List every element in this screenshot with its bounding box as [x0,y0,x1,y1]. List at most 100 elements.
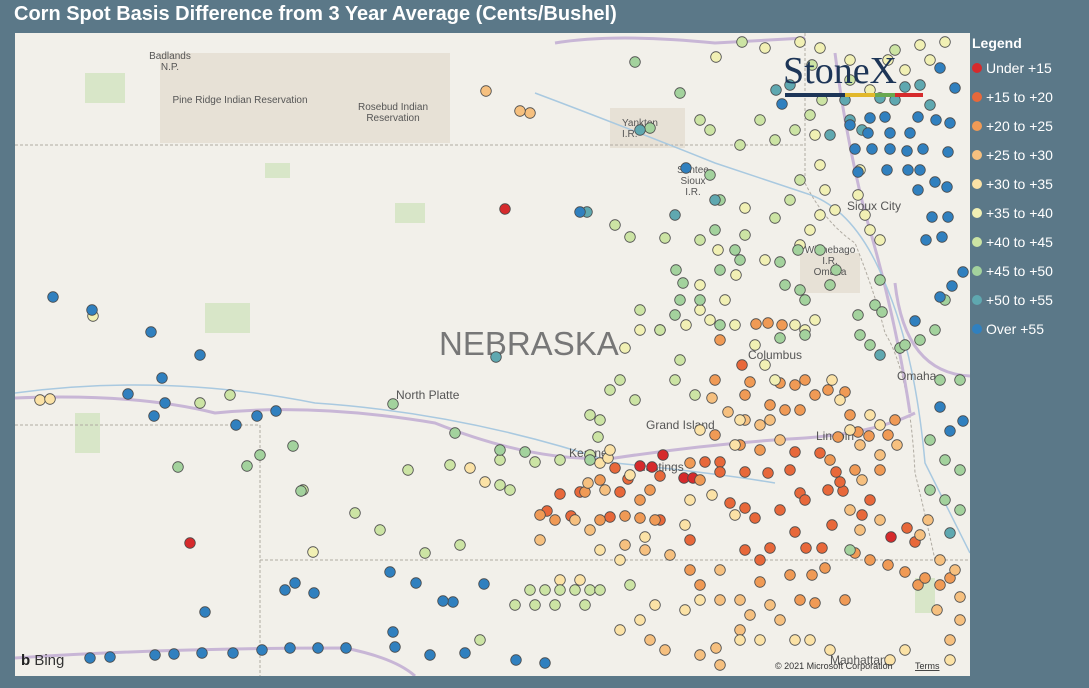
location-point[interactable] [754,444,766,456]
location-point[interactable] [914,529,926,541]
location-point[interactable] [714,564,726,576]
location-point[interactable] [389,641,401,653]
location-point[interactable] [864,494,876,506]
location-point[interactable] [419,547,431,559]
location-point[interactable] [764,599,776,611]
location-point[interactable] [770,84,782,96]
location-point[interactable] [308,587,320,599]
location-point[interactable] [774,434,786,446]
location-point[interactable] [714,319,726,331]
location-point[interactable] [549,599,561,611]
location-point[interactable] [594,474,606,486]
location-point[interactable] [884,127,896,139]
location-point[interactable] [769,212,781,224]
location-point[interactable] [739,502,751,514]
location-point[interactable] [874,349,886,361]
location-point[interactable] [874,464,886,476]
location-point[interactable] [749,339,761,351]
location-point[interactable] [859,209,871,221]
location-point[interactable] [779,404,791,416]
legend-item[interactable]: +20 to +25 [972,111,1053,140]
location-point[interactable] [799,329,811,341]
location-point[interactable] [874,419,886,431]
location-point[interactable] [764,414,776,426]
location-point[interactable] [882,54,894,66]
location-point[interactable] [784,79,796,91]
location-point[interactable] [689,389,701,401]
location-point[interactable] [944,425,956,437]
location-point[interactable] [307,546,319,558]
location-point[interactable] [719,294,731,306]
location-point[interactable] [710,642,722,654]
location-point[interactable] [584,584,596,596]
location-point[interactable] [794,174,806,186]
location-point[interactable] [624,579,636,591]
location-point[interactable] [909,315,921,327]
location-point[interactable] [712,244,724,256]
legend-item[interactable]: Over +55 [972,314,1053,343]
location-point[interactable] [954,504,966,516]
location-point[interactable] [574,206,586,218]
location-point[interactable] [819,184,831,196]
location-point[interactable] [854,329,866,341]
location-point[interactable] [826,519,838,531]
location-point[interactable] [604,444,616,456]
location-point[interactable] [754,419,766,431]
location-point[interactable] [774,614,786,626]
location-point[interactable] [924,434,936,446]
location-point[interactable] [569,584,581,596]
location-point[interactable] [901,145,913,157]
location-point[interactable] [619,510,631,522]
location-point[interactable] [806,59,818,71]
location-point[interactable] [774,256,786,268]
location-point[interactable] [804,634,816,646]
location-point[interactable] [852,309,864,321]
location-point[interactable] [592,431,604,443]
location-point[interactable] [824,279,836,291]
location-point[interactable] [729,509,741,521]
location-point[interactable] [604,384,616,396]
location-point[interactable] [954,614,966,626]
location-point[interactable] [714,456,726,468]
location-point[interactable] [619,342,631,354]
location-point[interactable] [384,566,396,578]
location-point[interactable] [784,194,796,206]
location-point[interactable] [734,594,746,606]
location-point[interactable] [224,389,236,401]
location-point[interactable] [524,107,536,119]
location-point[interactable] [914,79,926,91]
location-point[interactable] [295,485,307,497]
location-point[interactable] [634,494,646,506]
location-point[interactable] [387,626,399,638]
location-point[interactable] [230,419,242,431]
location-point[interactable] [644,484,656,496]
location-point[interactable] [480,85,492,97]
location-point[interactable] [774,332,786,344]
location-point[interactable] [644,122,656,134]
location-point[interactable] [924,484,936,496]
legend-item[interactable]: Under +15 [972,53,1053,82]
location-point[interactable] [122,388,134,400]
location-point[interactable] [594,514,606,526]
location-point[interactable] [694,649,706,661]
location-point[interactable] [614,486,626,498]
location-point[interactable] [279,584,291,596]
location-point[interactable] [901,522,913,534]
location-point[interactable] [490,351,502,363]
location-point[interactable] [729,439,741,451]
location-point[interactable] [284,642,296,654]
location-point[interactable] [504,484,516,496]
location-point[interactable] [809,129,821,141]
location-point[interactable] [196,647,208,659]
location-point[interactable] [874,234,886,246]
location-point[interactable] [172,461,184,473]
location-point[interactable] [869,299,881,311]
location-point[interactable] [534,534,546,546]
location-point[interactable] [739,544,751,556]
location-point[interactable] [889,44,901,56]
location-point[interactable] [657,449,669,461]
legend-item[interactable]: +40 to +45 [972,227,1053,256]
location-point[interactable] [680,319,692,331]
location-point[interactable] [934,554,946,566]
location-point[interactable] [899,566,911,578]
